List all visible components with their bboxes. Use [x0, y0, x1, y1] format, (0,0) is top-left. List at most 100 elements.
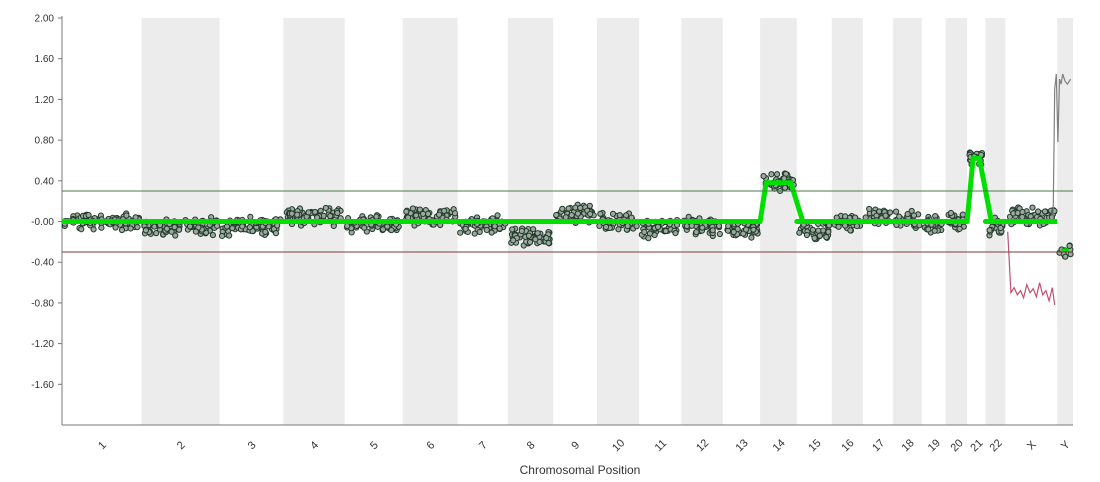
- data-point: [226, 232, 233, 239]
- data-point: [699, 224, 706, 231]
- data-point: [239, 223, 246, 230]
- chromosome-label: 8: [525, 439, 538, 452]
- chromosome-label: 22: [988, 437, 1005, 454]
- chromosome-label: X: [1025, 438, 1039, 452]
- data-point: [403, 208, 410, 215]
- data-point: [510, 237, 517, 244]
- data-point: [322, 204, 329, 212]
- data-point: [816, 232, 823, 239]
- data-point: [525, 232, 533, 239]
- data-point: [740, 230, 747, 237]
- data-point: [809, 226, 816, 233]
- data-point: [931, 227, 938, 234]
- data-point: [78, 226, 85, 233]
- data-point: [842, 213, 849, 220]
- data-point: [545, 239, 552, 247]
- data-point: [134, 224, 141, 231]
- data-point: [577, 204, 584, 212]
- chromosome-label: 16: [839, 437, 856, 454]
- data-point: [142, 227, 150, 234]
- data-point: [803, 231, 811, 239]
- chromosome-label: 19: [926, 437, 943, 454]
- data-point: [796, 229, 803, 236]
- data-point: [534, 230, 541, 237]
- data-point: [441, 207, 448, 214]
- chromosome-label: 1: [96, 439, 109, 452]
- data-point: [574, 210, 581, 217]
- x-axis: 1 2 3 4 5 6 7 8 9 10 11 12 13 14 15 16 17 18 19 20 21 22 X Y: [62, 424, 1073, 454]
- data-point: [471, 230, 478, 237]
- data-point: [1051, 207, 1058, 215]
- data-point: [192, 228, 199, 235]
- y-tick-label: -0.00: [31, 217, 54, 228]
- data-point: [272, 230, 280, 237]
- data-point: [1019, 208, 1026, 216]
- chromosome-label: 7: [477, 439, 490, 452]
- data-point: [811, 235, 818, 242]
- chromosome-label: 21: [968, 437, 985, 454]
- chromosome-band: [760, 18, 797, 425]
- data-point: [476, 228, 483, 236]
- chromosome-label: 20: [949, 437, 966, 454]
- data-point: [361, 224, 368, 231]
- data-point: [853, 222, 861, 230]
- data-point: [760, 172, 767, 180]
- data-point: [530, 226, 537, 233]
- data-point: [956, 225, 963, 232]
- data-point: [654, 223, 662, 230]
- data-point: [559, 205, 566, 212]
- reference-lines: [1007, 73, 1072, 305]
- data-point: [435, 211, 443, 218]
- chromosome-label: 2: [175, 439, 188, 452]
- data-point: [1062, 253, 1069, 260]
- data-point: [750, 226, 757, 233]
- data-point: [247, 213, 254, 220]
- data-point: [904, 210, 911, 218]
- chromosome-label: 14: [771, 437, 788, 454]
- data-point: [229, 225, 236, 232]
- data-point: [246, 224, 253, 231]
- y-tick-label: -0.40: [31, 258, 54, 269]
- data-point: [494, 212, 501, 219]
- data-point: [730, 228, 737, 236]
- data-point: [1019, 213, 1026, 221]
- data-point: [609, 210, 617, 217]
- data-point: [462, 225, 469, 232]
- data-point: [645, 235, 652, 242]
- data-point: [709, 227, 716, 234]
- data-point: [1066, 242, 1073, 250]
- data-point: [209, 231, 216, 239]
- data-point: [773, 171, 781, 178]
- x-axis-title: Chromosomal Position: [520, 463, 641, 477]
- data-point: [616, 212, 623, 219]
- data-point: [379, 226, 387, 233]
- data-point: [986, 227, 993, 234]
- data-point: [748, 234, 755, 241]
- data-point: [344, 222, 351, 230]
- data-point: [526, 239, 534, 246]
- chromosome-label: Y: [1059, 438, 1073, 452]
- chromosome-label: 15: [806, 437, 823, 454]
- data-point: [662, 227, 669, 235]
- chromosome-label: 13: [734, 437, 751, 454]
- data-point: [451, 210, 459, 217]
- data-point: [641, 228, 648, 236]
- data-point: [483, 226, 490, 234]
- chromosome-label: 11: [653, 437, 670, 454]
- data-point: [163, 225, 171, 232]
- data-point: [223, 223, 231, 230]
- data-point: [98, 224, 105, 231]
- data-point: [416, 206, 424, 213]
- chromosome-label: 5: [368, 439, 381, 452]
- y-axis: 2.00 1.60 1.20 0.80 0.40 -0.00 -0.40 -0.80 -1.20…: [31, 14, 63, 425]
- threshold-lines: [62, 190, 1073, 253]
- data-point: [615, 226, 622, 233]
- data-point: [725, 222, 732, 230]
- data-point: [997, 224, 1004, 232]
- segment-line: [62, 155, 1058, 224]
- data-point: [693, 229, 700, 236]
- data-point: [288, 210, 295, 217]
- data-point: [543, 234, 550, 242]
- chromosome-label: 4: [308, 439, 321, 452]
